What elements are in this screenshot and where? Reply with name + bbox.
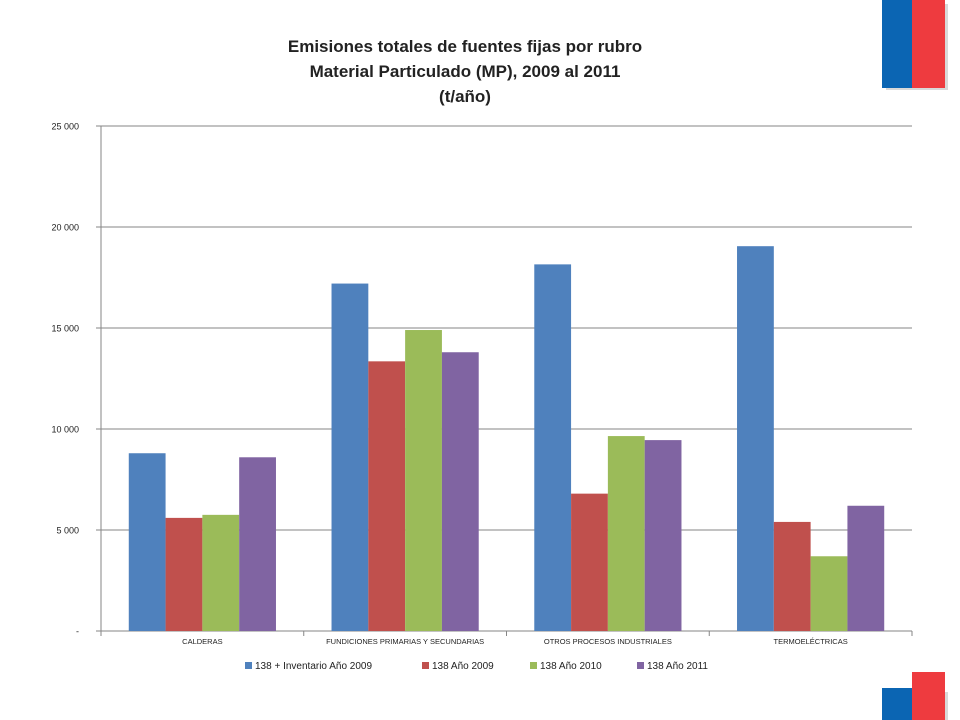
bar	[644, 440, 682, 631]
legend-swatch	[637, 662, 644, 669]
bar	[607, 436, 645, 631]
bar	[737, 246, 774, 631]
flag-logo-top	[882, 0, 948, 90]
bar	[405, 330, 442, 631]
flag-blue-stripe	[882, 688, 912, 720]
legend-swatch	[422, 662, 429, 669]
bar	[571, 493, 608, 631]
flag-blue-stripe	[882, 0, 912, 88]
legend-label: 138 Año 2011	[647, 661, 708, 672]
legend-swatch	[530, 662, 537, 669]
chart-title-line-2: Material Particulado (MP), 2009 al 2011	[309, 62, 621, 81]
flag-logo-bottom	[882, 672, 948, 720]
bar	[331, 283, 369, 631]
y-tick-label: 15 000	[51, 324, 79, 334]
bar	[773, 521, 811, 631]
y-tick-label: 5 000	[56, 526, 79, 536]
y-tick-label: 25 000	[51, 122, 79, 132]
bar	[128, 453, 166, 631]
bar	[368, 361, 406, 631]
bar	[202, 514, 240, 631]
legend-label: 138 Año 2010	[540, 661, 602, 672]
bar	[810, 556, 848, 631]
bar	[847, 505, 885, 631]
y-tick-label: 10 000	[51, 425, 79, 435]
legend-swatch	[245, 662, 252, 669]
chart-title: Emisiones totales de fuentes fijas por r…	[160, 34, 770, 109]
x-tick-label: FUNDICIONES PRIMARIAS Y SECUNDARIAS	[326, 637, 484, 646]
x-tick-label: TERMOELÉCTRICAS	[774, 637, 848, 646]
bar	[239, 457, 276, 631]
legend-label: 138 + Inventario Año 2009	[255, 661, 372, 672]
chart-title-line-1: Emisiones totales de fuentes fijas por r…	[287, 37, 643, 56]
y-tick-label: 20 000	[51, 223, 79, 233]
y-tick-label: -	[76, 627, 79, 637]
chart-title-line-3: (t/año)	[439, 87, 491, 106]
bar	[534, 264, 572, 631]
bar	[165, 517, 203, 631]
legend-label: 138 Año 2009	[432, 661, 494, 672]
flag-red-stripe	[912, 0, 945, 88]
flag-red-stripe	[912, 672, 945, 720]
x-tick-label: OTROS PROCESOS INDUSTRIALES	[544, 637, 672, 646]
x-tick-label: CALDERAS	[182, 637, 222, 646]
bar	[441, 352, 479, 631]
